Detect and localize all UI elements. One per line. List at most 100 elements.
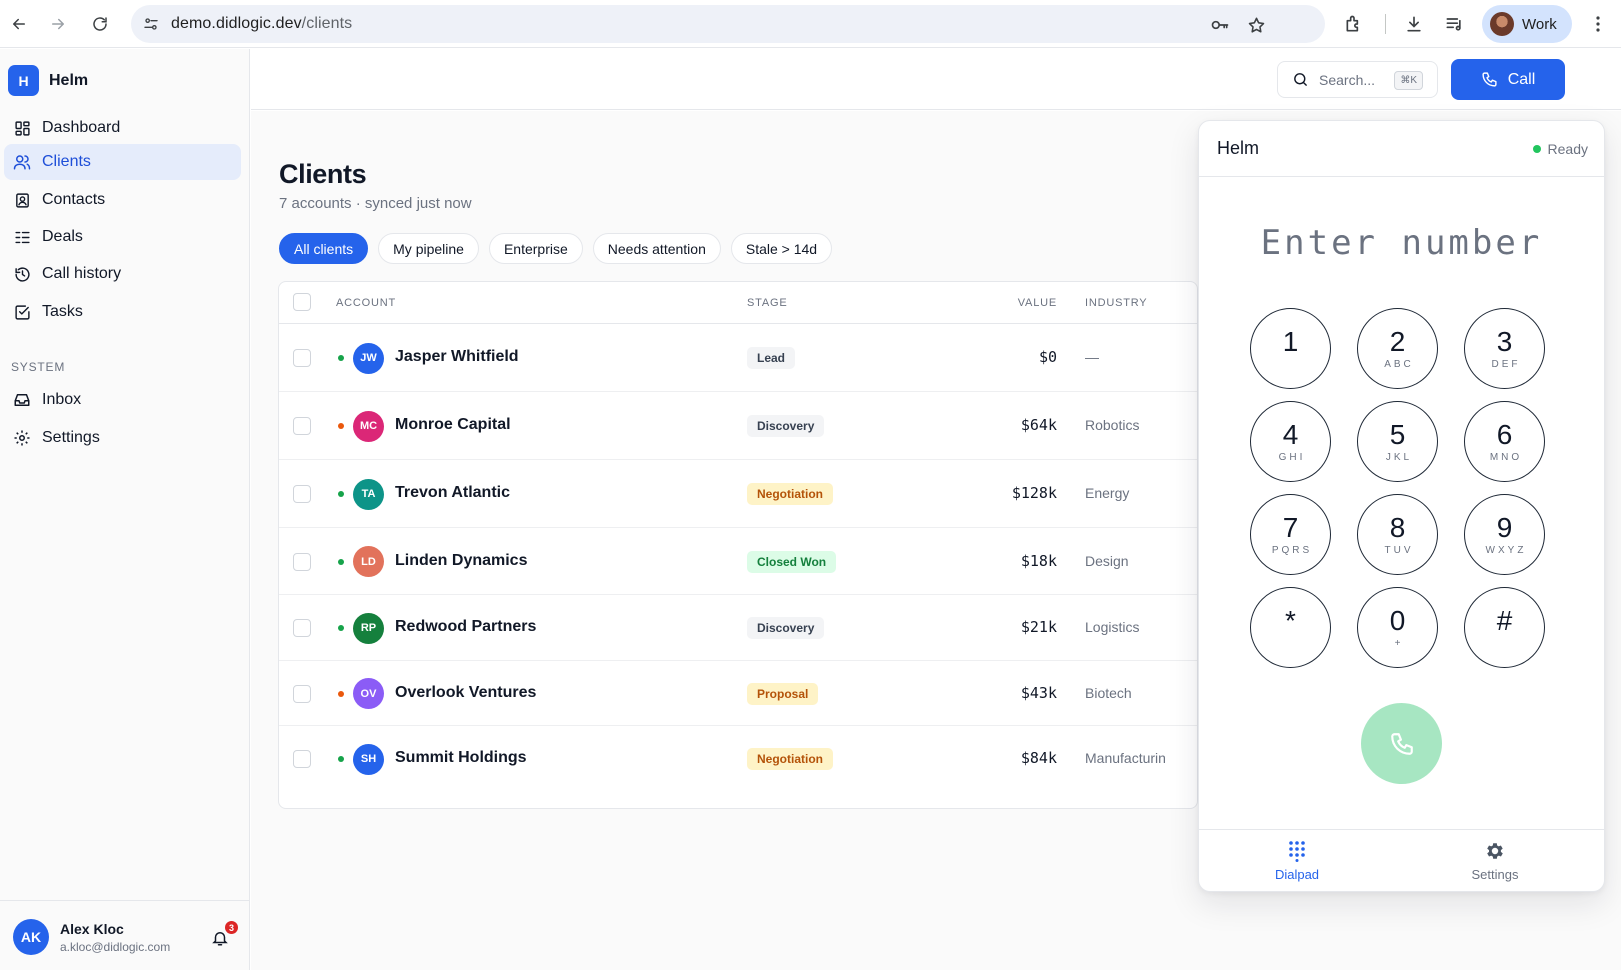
industry: Biotech (1085, 684, 1132, 701)
dialpad-key[interactable]: 7 PQRS (1250, 494, 1331, 575)
row-checkbox[interactable] (293, 750, 311, 768)
sidebar-item-call-history[interactable]: Call history (4, 256, 241, 292)
sidebar-item-deals[interactable]: Deals (4, 219, 241, 255)
extensions-icon[interactable] (1340, 10, 1368, 38)
key-digit: 9 (1496, 511, 1513, 543)
key-letters (1289, 638, 1292, 650)
filter-my-pipeline[interactable]: My pipeline (378, 233, 479, 264)
sidebar-item-tasks[interactable]: Tasks (4, 294, 241, 330)
phone-icon (1389, 731, 1415, 757)
sidebar-item-contacts[interactable]: Contacts (4, 182, 241, 218)
dialer-header: Helm Ready (1199, 121, 1604, 177)
reload-icon[interactable] (86, 10, 114, 38)
dialpad-key[interactable]: 1 (1250, 308, 1331, 389)
column-stage[interactable]: STAGE (747, 297, 788, 309)
stage-badge: Closed Won (747, 550, 837, 573)
table-row[interactable]: OV Overlook Ventures Proposal $43k Biotech (279, 661, 1197, 726)
sidebar-item-clients[interactable]: Clients (4, 144, 241, 180)
bookmark-star-icon[interactable] (1245, 14, 1267, 36)
password-key-icon[interactable] (1209, 14, 1231, 36)
sidebar-item-label: Inbox (42, 391, 82, 408)
status-dot (338, 355, 344, 361)
dialpad-key[interactable]: * (1250, 587, 1331, 668)
site-settings-icon[interactable] (141, 14, 161, 34)
table-row[interactable]: LD Linden Dynamics Closed Won $18k Design (279, 528, 1197, 595)
phone-number-input[interactable] (1199, 221, 1604, 265)
search-icon (1292, 71, 1309, 88)
table-row[interactable]: MC Monroe Capital Discovery $64k Robotics (279, 392, 1197, 460)
sidebar-item-settings[interactable]: Settings (4, 420, 241, 456)
account-name[interactable]: Linden Dynamics (395, 551, 528, 569)
search-placeholder: Search... (1319, 71, 1376, 88)
table-row[interactable]: RP Redwood Partners Discovery $21k Logistics (279, 595, 1197, 661)
row-checkbox[interactable] (293, 417, 311, 435)
bell-icon[interactable] (209, 927, 231, 949)
profile-button[interactable]: Work (1482, 5, 1572, 43)
download-icon[interactable] (1400, 10, 1428, 38)
phone-icon (1481, 71, 1498, 88)
deal-value: $21k (1020, 618, 1057, 636)
dialpad-key[interactable]: 9 WXYZ (1464, 494, 1545, 575)
table-row[interactable]: TA Trevon Atlantic Negotiation $128k Energy (279, 460, 1197, 528)
sidebar-item-label: Contacts (42, 191, 106, 208)
row-checkbox[interactable] (293, 619, 311, 637)
column-account[interactable]: ACCOUNT (336, 297, 396, 309)
column-value[interactable]: VALUE (1017, 297, 1057, 309)
dialpad-key[interactable]: 6 MNO (1464, 401, 1545, 482)
row-checkbox[interactable] (293, 349, 311, 367)
deal-value: $128k (1011, 484, 1057, 502)
forward-icon[interactable] (44, 10, 72, 38)
dial-call-button[interactable] (1361, 703, 1442, 784)
tab-settings[interactable]: Settings (1445, 840, 1545, 882)
account-name[interactable]: Overlook Ventures (395, 683, 537, 701)
row-checkbox[interactable] (293, 684, 311, 703)
industry: Energy (1085, 485, 1130, 501)
account-name[interactable]: Summit Holdings (395, 749, 527, 766)
dialpad-key[interactable]: 0 + (1357, 587, 1438, 668)
dialpad-key[interactable]: 4 GHI (1250, 401, 1331, 482)
filter-needs-attention[interactable]: Needs attention (592, 233, 721, 264)
dialpad-key[interactable]: 5 JKL (1357, 401, 1438, 482)
key-digit: 3 (1496, 325, 1513, 357)
brand-name: Helm (49, 71, 89, 89)
sidebar-item-label: Dashboard (42, 119, 121, 136)
sidebar-item-dashboard[interactable]: Dashboard (4, 110, 241, 146)
address-bar[interactable]: demo.didlogic.dev/clients (131, 5, 1325, 43)
filter-all-clients[interactable]: All clients (279, 233, 369, 264)
key-letters: + (1394, 637, 1404, 649)
sidebar-item-inbox[interactable]: Inbox (4, 382, 241, 418)
dialpad-key[interactable]: 8 TUV (1357, 494, 1438, 575)
account-name[interactable]: Trevon Atlantic (395, 484, 510, 501)
dialpad-key[interactable]: 3 DEF (1464, 308, 1545, 389)
column-industry[interactable]: INDUSTRY (1085, 297, 1148, 309)
select-all-checkbox[interactable] (293, 293, 311, 311)
dialpad-key[interactable]: # (1464, 587, 1545, 668)
search-shortcut: ⌘K (1394, 71, 1423, 90)
dialpad-key[interactable]: 2 ABC (1357, 308, 1438, 389)
account-name[interactable]: Redwood Partners (395, 618, 537, 635)
row-checkbox[interactable] (293, 485, 311, 503)
toolbar-separator (1385, 14, 1386, 34)
user-email: a.kloc@didlogic.com (60, 940, 171, 954)
url-host: demo.didlogic.dev (171, 15, 302, 32)
contact-card-icon (12, 190, 32, 210)
account-name[interactable]: Monroe Capital (395, 416, 511, 433)
account-name[interactable]: Jasper Whitfield (395, 348, 519, 365)
dialer-title: Helm (1217, 138, 1260, 158)
search-input[interactable]: Search... ⌘K (1277, 61, 1438, 98)
call-button[interactable]: Call (1451, 59, 1565, 100)
row-checkbox[interactable] (293, 552, 311, 571)
industry: Robotics (1085, 417, 1140, 433)
user-profile[interactable]: AK Alex Kloc a.kloc@didlogic.com 3 (0, 900, 249, 970)
tab-dialpad[interactable]: Dialpad (1247, 840, 1347, 882)
back-icon[interactable] (5, 10, 33, 38)
stage-badge: Proposal (747, 682, 819, 705)
table-row[interactable]: JW Jasper Whitfield Lead $0 — (279, 324, 1197, 392)
key-digit: 2 (1389, 325, 1406, 357)
filter-enterprise[interactable]: Enterprise (488, 233, 583, 264)
brand[interactable]: H Helm (8, 65, 88, 96)
table-row[interactable]: SH Summit Holdings Negotiation $84k Manufact… (279, 726, 1197, 792)
filter-stale[interactable]: Stale > 14d (730, 233, 833, 264)
browser-menu-icon[interactable] (1586, 12, 1610, 36)
media-queue-icon[interactable] (1440, 10, 1468, 38)
